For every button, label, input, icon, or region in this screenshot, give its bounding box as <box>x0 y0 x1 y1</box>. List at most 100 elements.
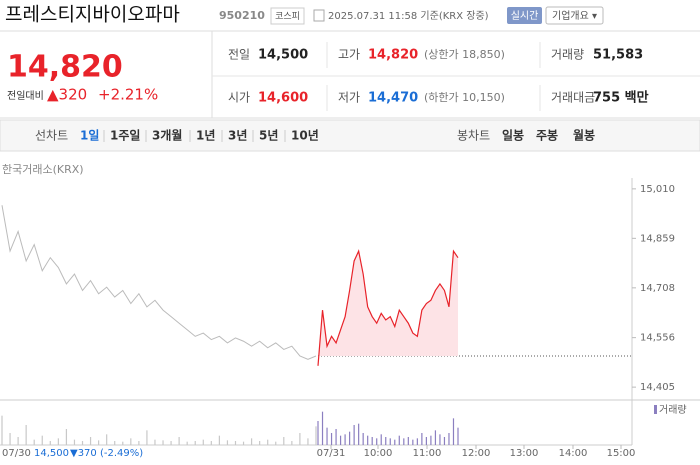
volume-bar <box>457 427 459 445</box>
stat-label: 거래대금 <box>551 91 595 105</box>
volume-bar <box>452 418 455 445</box>
volume-bar <box>376 438 378 445</box>
company-info-text: 기업개요 ▾ <box>552 9 597 22</box>
volume-bar <box>307 438 309 445</box>
period-tab[interactable]: 1주일 <box>110 129 140 143</box>
volume-bar <box>122 441 124 445</box>
volume-bar <box>353 425 355 445</box>
volume-bar <box>430 435 432 445</box>
volume-bar <box>17 437 19 445</box>
volume-bar <box>425 437 427 445</box>
volume-legend: 거래량 <box>659 404 687 416</box>
y-tick-label: 14,708 <box>640 283 675 294</box>
volume-bar <box>326 427 328 445</box>
volume-bar <box>154 439 156 445</box>
volume-bar <box>130 438 132 445</box>
volume-bar <box>416 438 418 445</box>
company-info-button[interactable] <box>545 6 604 25</box>
footer-close: 14,500 <box>34 448 69 459</box>
price: 14,820 <box>7 50 123 85</box>
volume-bar <box>335 429 337 445</box>
volume-bar <box>344 434 346 445</box>
stat-note: (상한가 18,850) <box>424 48 505 61</box>
stat-value: 14,470 <box>368 91 418 106</box>
volume-bar <box>362 433 364 445</box>
y-tick-label: 14,556 <box>640 333 675 344</box>
volume-bar <box>380 434 382 445</box>
volume-bar <box>170 441 172 445</box>
volume-bar <box>439 434 441 445</box>
previous-day-line <box>1 205 317 360</box>
volume-bar <box>315 426 317 445</box>
period-tab[interactable]: 10년 <box>291 129 319 143</box>
footer-date: 07/30 <box>2 448 31 459</box>
volume-bar <box>81 441 84 445</box>
market-badge <box>270 7 305 25</box>
volume-bar <box>299 433 301 445</box>
x-tick-label: 14:00 <box>559 448 588 459</box>
y-tick-label: 14,859 <box>640 233 675 244</box>
change-label: 전일대비 <box>7 90 44 102</box>
realtime-button[interactable] <box>507 7 542 24</box>
volume-bar <box>398 435 400 445</box>
volume-bar <box>89 437 92 445</box>
stock-code: 950210 <box>219 9 265 22</box>
source-label: 한국거래소(KRX) <box>2 163 84 176</box>
volume-bar <box>339 435 342 445</box>
stat-note: (하한가 10,150) <box>424 90 505 104</box>
period-tab[interactable]: 5년 <box>259 129 278 143</box>
change-pct: +2.21% <box>98 86 158 104</box>
change: ▲320 <box>47 86 87 104</box>
volume-bar <box>242 441 245 445</box>
today-line <box>317 249 459 366</box>
y-tick-label: 15,010 <box>640 184 675 195</box>
volume-bar <box>178 437 180 445</box>
x-tick-label: 11:00 <box>413 448 442 459</box>
candle-tab[interactable]: 주봉 <box>536 129 558 143</box>
stat-value: 14,820 <box>368 48 418 63</box>
volume-bar <box>57 438 59 445</box>
period-tab[interactable]: 3개월 <box>152 128 182 143</box>
volume-bar <box>226 440 229 445</box>
volume-bar <box>73 439 76 445</box>
volume-bar <box>434 430 437 445</box>
volume-bar <box>49 441 51 445</box>
today-area <box>318 251 458 366</box>
market-text: 코스피 <box>275 11 300 22</box>
volume-bar <box>138 441 140 445</box>
volume-bar <box>421 433 423 445</box>
x-tick-label: 12:00 <box>462 448 491 459</box>
period-tab[interactable]: 1일 <box>80 129 99 143</box>
y-tick-label: 14,405 <box>640 382 675 393</box>
stat-label: 저가 <box>338 91 360 105</box>
volume-bar <box>65 429 68 445</box>
volume-bar <box>389 438 391 445</box>
volume-bar <box>321 411 324 445</box>
volume-bar <box>218 435 220 445</box>
calendar-icon <box>313 9 325 22</box>
volume-bar <box>283 437 285 445</box>
volume-bar <box>371 437 373 445</box>
volume-bar <box>407 437 409 445</box>
volume-bar <box>394 439 396 445</box>
period-tab[interactable]: 1년 <box>196 129 215 143</box>
stat-value: 14,600 <box>258 91 308 106</box>
volume-bar <box>275 441 277 445</box>
volume-bar <box>267 439 269 445</box>
volume-bar <box>385 437 387 445</box>
volume-legend-swatch <box>654 405 657 414</box>
volume-bar <box>403 438 405 445</box>
candle-tab[interactable]: 일봉 <box>502 129 524 143</box>
stat-label: 거래량 <box>551 48 584 62</box>
candle-tab[interactable]: 월봉 <box>573 128 595 143</box>
volume-bar <box>412 439 414 445</box>
period-tab[interactable]: 3년 <box>228 129 247 143</box>
volume-bar <box>291 441 293 445</box>
stat-value: 14,500 <box>258 48 308 63</box>
volume-bar <box>202 439 204 445</box>
x-tick-label: 07/31 <box>317 448 346 459</box>
volume-bar <box>367 435 369 445</box>
stock-name: 프레스티지바이오파마 <box>5 4 180 26</box>
stat-value: 51,583 <box>593 48 643 63</box>
